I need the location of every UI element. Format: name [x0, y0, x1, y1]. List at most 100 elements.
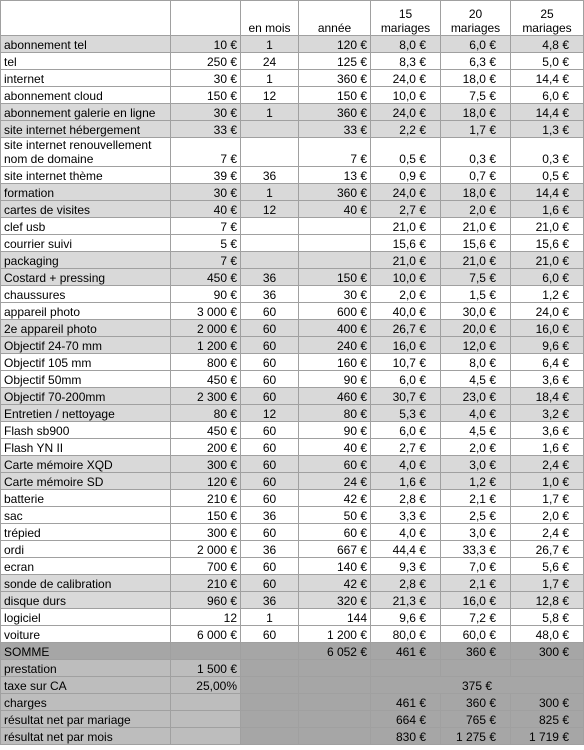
cell: 150 € — [298, 86, 371, 104]
empty-cell — [240, 693, 299, 711]
empty-cell — [240, 120, 299, 138]
cell: 2,7 € — [370, 200, 441, 218]
cell: 3,2 € — [510, 404, 584, 422]
cell: 800 € — [170, 353, 241, 371]
cell: 2 300 € — [170, 387, 241, 405]
cell: 90 € — [298, 421, 371, 439]
cell: 21,0 € — [510, 251, 584, 269]
empty-cell — [240, 137, 299, 167]
cell: 0,3 € — [510, 137, 584, 167]
cell: 125 € — [298, 52, 371, 70]
cell: 16,0 € — [370, 336, 441, 354]
row: site internet renouvellement nom de doma… — [0, 137, 584, 167]
cell: 10,0 € — [370, 86, 441, 104]
cell: 1 — [240, 69, 299, 87]
cell: 2,8 € — [370, 574, 441, 592]
row: abonnement tel 10 €1 120 €8,0 €6,0 €4,8 € — [0, 35, 584, 53]
header-cell: 20 mariages — [440, 0, 511, 36]
cell: 26,7 € — [510, 540, 584, 558]
cell: 21,3 € — [370, 591, 441, 609]
cell: Objectif 24-70 mm — [0, 336, 171, 354]
cell: 10 € — [170, 35, 241, 53]
empty-cell — [298, 234, 371, 252]
cell: 15,6 € — [440, 234, 511, 252]
row: Flash YN II 200 €60 40 €2,7 €2,0 €1,6 € — [0, 438, 584, 456]
cell: 60,0 € — [440, 625, 511, 643]
empty-cell — [240, 234, 299, 252]
cell: 9,3 € — [370, 557, 441, 575]
row: internet 30 €1 360 €24,0 €18,0 €14,4 € — [0, 69, 584, 87]
cell: abonnement tel — [0, 35, 171, 53]
summary-row: SOMME 6 052 €461 €360 €300 € — [0, 642, 584, 660]
cell: abonnement galerie en ligne — [0, 103, 171, 121]
empty-cell — [298, 676, 371, 694]
cell: 7 € — [170, 137, 241, 167]
cell: 700 € — [170, 557, 241, 575]
row: voiture 6 000 €60 1 200 €80,0 €60,0 €48,0 … — [0, 625, 584, 643]
empty-cell — [370, 659, 441, 677]
cell: 36 — [240, 506, 299, 524]
cell: 3,6 € — [510, 421, 584, 439]
cell: 2,0 € — [440, 200, 511, 218]
cell: 10,0 € — [370, 268, 441, 286]
cell: 60 — [240, 319, 299, 337]
cell: 21,0 € — [440, 251, 511, 269]
cell: 3,6 € — [510, 370, 584, 388]
cell: 2e appareil photo — [0, 319, 171, 337]
cell: 18,0 € — [440, 69, 511, 87]
cell: 7,5 € — [440, 268, 511, 286]
cell: 12,0 € — [440, 336, 511, 354]
cell: 36 — [240, 285, 299, 303]
cell: formation — [0, 183, 171, 201]
cell: 1 719 € — [510, 727, 584, 745]
row: cartes de visites 40 €12 40 €2,7 €2,0 €1,6… — [0, 200, 584, 218]
cell: 461 € — [370, 642, 441, 660]
cell: 9,6 € — [370, 608, 441, 626]
cell: 30 € — [170, 103, 241, 121]
cell: 26,7 € — [370, 319, 441, 337]
cell: 18,0 € — [440, 183, 511, 201]
summary-row: charges 461 €360 €300 € — [0, 693, 584, 711]
cell: 30 € — [298, 285, 371, 303]
cell: SOMME — [0, 642, 171, 660]
cell: appareil photo — [0, 302, 171, 320]
empty-cell — [298, 217, 371, 235]
cell: 1 200 € — [170, 336, 241, 354]
empty-cell — [240, 676, 299, 694]
header-row: en mois année 15 mariages 20 mariages 25 mariag… — [0, 0, 584, 36]
cell: en mois — [240, 0, 299, 36]
cell: 450 € — [170, 421, 241, 439]
cell: disque durs — [0, 591, 171, 609]
row: Flash sb900 450 €60 90 €6,0 €4,5 €3,6 € — [0, 421, 584, 439]
cell: charges — [0, 693, 171, 711]
cell: 1,2 € — [440, 472, 511, 490]
cell: 40,0 € — [370, 302, 441, 320]
cell: 24 € — [298, 472, 371, 490]
cell: 60 — [240, 455, 299, 473]
cell: 1 — [240, 183, 299, 201]
cell: 1 500 € — [170, 659, 241, 677]
cell: logiciel — [0, 608, 171, 626]
row: chaussures 90 €36 30 €2,0 €1,5 €1,2 € — [0, 285, 584, 303]
cell: 4,8 € — [510, 35, 584, 53]
cell: 360 € — [440, 642, 511, 660]
cell: ordi — [0, 540, 171, 558]
cell: 6 000 € — [170, 625, 241, 643]
row: packaging 7 €21,0 €21,0 €21,0 € — [0, 251, 584, 269]
cell: 40 € — [170, 200, 241, 218]
header-cell: 25 mariages — [510, 0, 584, 36]
row: Carte mémoire SD 120 €60 24 €1,6 €1,2 €1,0… — [0, 472, 584, 490]
row: ecran 700 €60 140 €9,3 €7,0 €5,6 € — [0, 557, 584, 575]
cell: 4,5 € — [440, 421, 511, 439]
cell: 765 € — [440, 710, 511, 728]
cell: 90 € — [170, 285, 241, 303]
row: ordi 2 000 €36 667 €44,4 €33,3 €26,7 € — [0, 540, 584, 558]
cell: 60 — [240, 387, 299, 405]
cell: 60 — [240, 625, 299, 643]
cell: 30,7 € — [370, 387, 441, 405]
cell: 39 € — [170, 166, 241, 184]
header-unit: mariages — [380, 21, 431, 35]
cell: 1,7 € — [440, 120, 511, 138]
row: 2e appareil photo 2 000 €60 400 €26,7 €20,… — [0, 319, 584, 337]
cell: 60 — [240, 302, 299, 320]
